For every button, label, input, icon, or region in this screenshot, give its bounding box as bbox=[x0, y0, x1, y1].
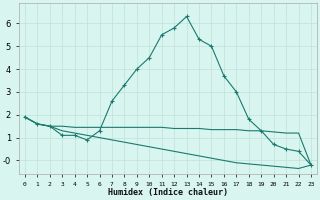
X-axis label: Humidex (Indice chaleur): Humidex (Indice chaleur) bbox=[108, 188, 228, 197]
